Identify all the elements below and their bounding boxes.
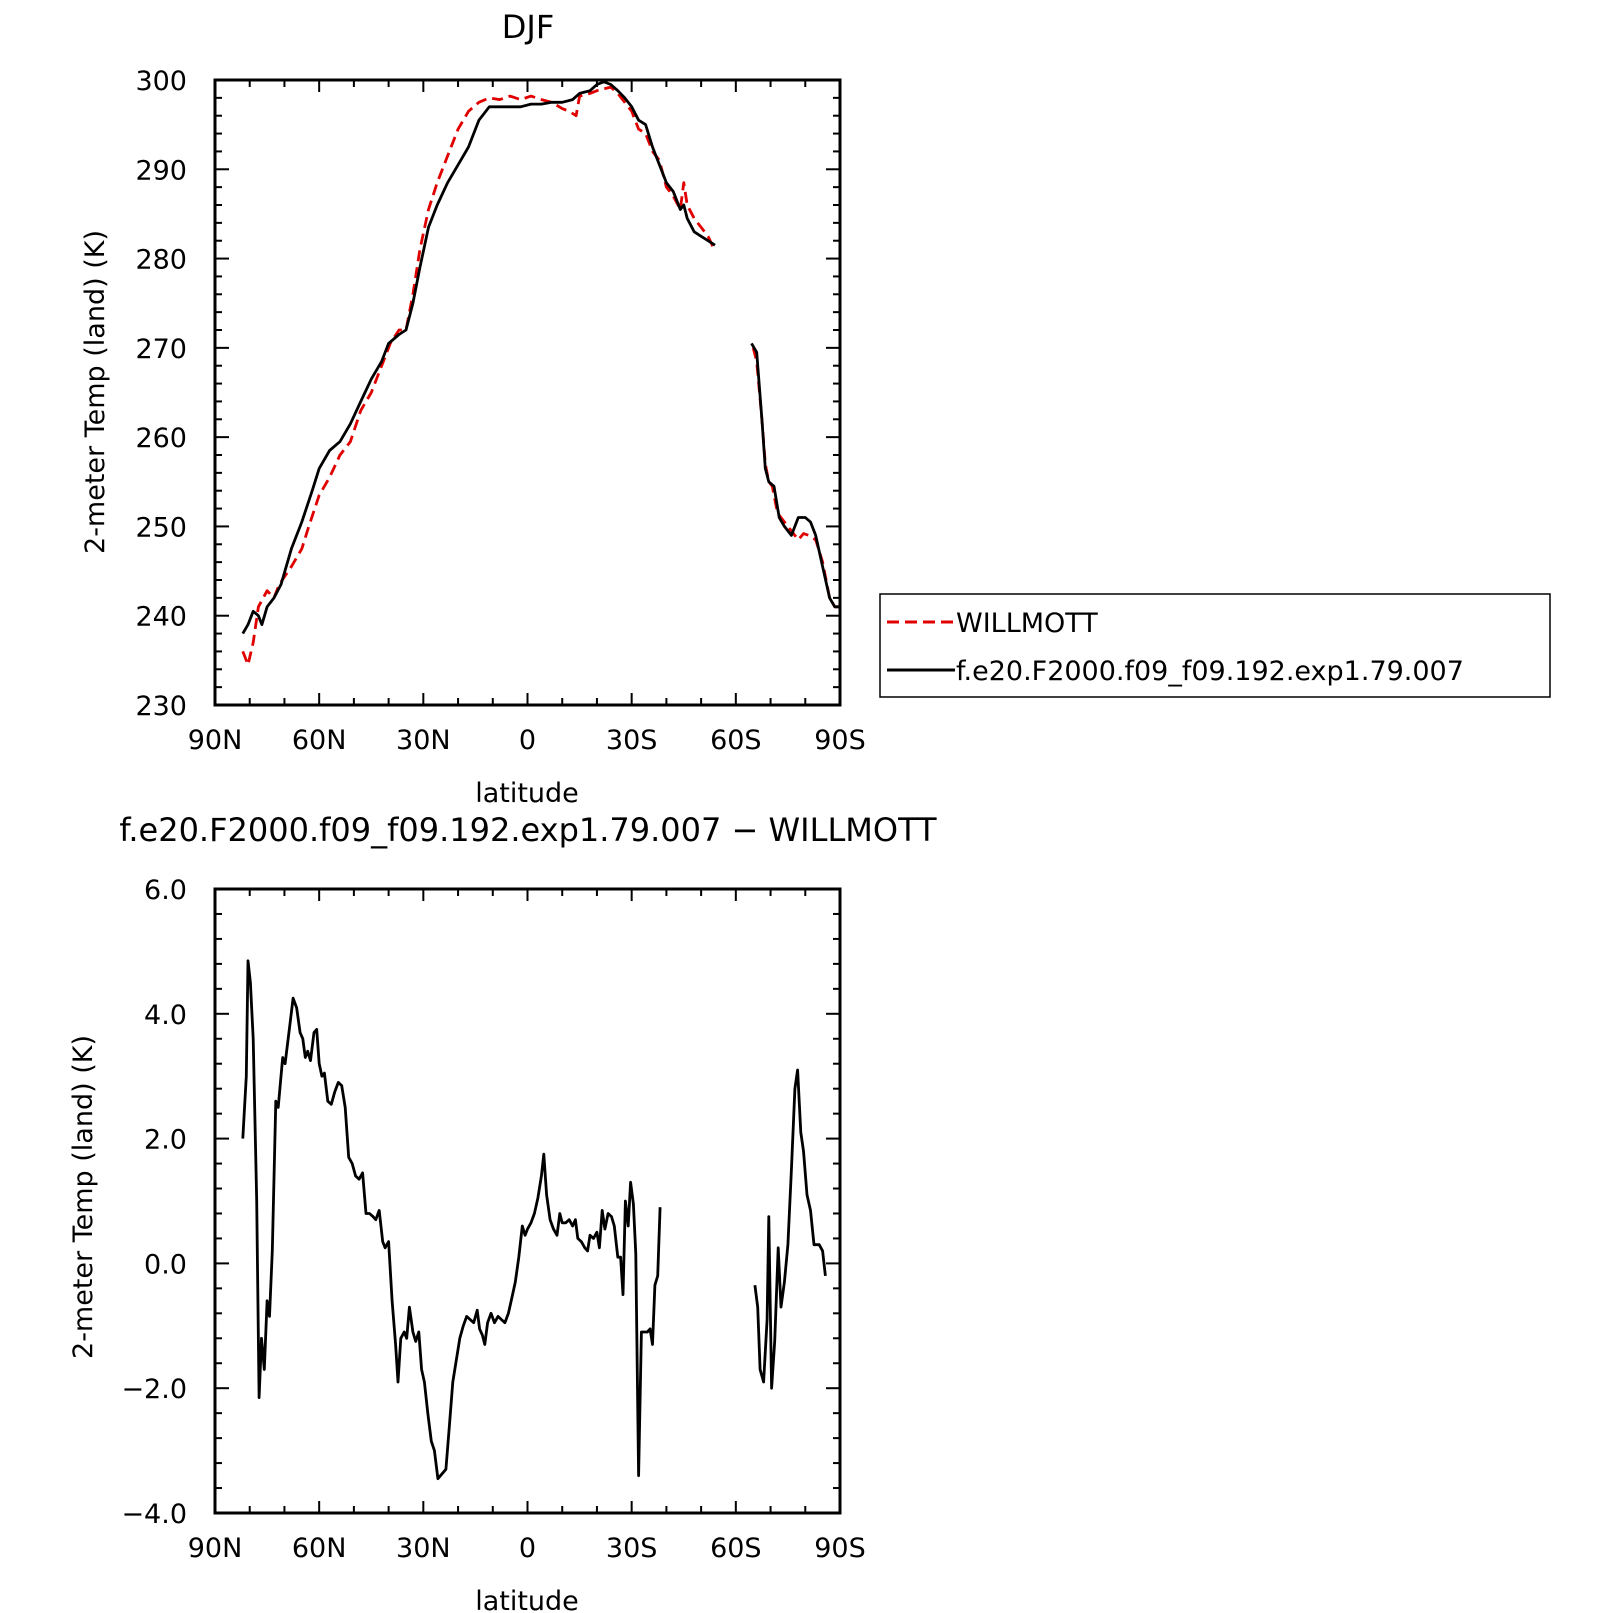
legend-label-model: f.e20.F2000.f09_f09.192.exp1.79.007: [956, 656, 1464, 687]
top-chart-xtick-label: 90S: [814, 725, 866, 756]
bottom-chart-xtick-label: 30N: [396, 1533, 451, 1564]
top-chart-xtick-label: 60N: [292, 725, 347, 756]
top-chart-ytick-label: 260: [135, 423, 187, 454]
bottom-chart-xlabel: latitude: [475, 1586, 579, 1613]
bottom-chart-xtick-label: 30S: [606, 1533, 658, 1564]
bottom-chart-ytick-label: −2.0: [121, 1374, 187, 1405]
top-chart-ytick-label: 290: [135, 155, 187, 186]
bottom-chart-ytick-label: −4.0: [121, 1499, 187, 1530]
top-chart-title: DJF: [502, 8, 554, 46]
top-chart-xtick-label: 30N: [396, 725, 451, 756]
legend-box: [879, 593, 1551, 698]
top-chart-ticks: 90N 60N 30N 0 30S 60S 90S 300 290 280 270 260 250 240…: [135, 66, 865, 756]
top-chart-lines: [241, 80, 840, 667]
bottom-chart-lines: [241, 959, 827, 1481]
bottom-chart-xtick-label: 60N: [292, 1533, 347, 1564]
bottom-chart-ylabel: 2-meter Temp (land) (K): [68, 1035, 99, 1359]
top-chart-xtick-label: 60S: [710, 725, 762, 756]
top-chart-legend: WILLMOTT f.e20.F2000.f09_f09.192.exp1.79…: [879, 593, 1551, 698]
bottom-chart-series-0-line-0: [241, 959, 662, 1481]
top-chart-xtick-label: 0: [519, 725, 536, 756]
top-chart-series-0-line-0: [241, 85, 717, 667]
bottom-chart-ytick-label: 6.0: [144, 875, 187, 906]
top-chart-frame: [213, 78, 842, 707]
top-chart-ytick-label: 240: [135, 602, 187, 633]
bottom-chart-xtick-label: 60S: [710, 1533, 762, 1564]
bottom-chart-ytick-label: 0.0: [144, 1249, 187, 1280]
bottom-chart-frame: [213, 887, 842, 1515]
legend-label-willmott: WILLMOTT: [956, 608, 1098, 639]
top-chart-ytick-label: 230: [135, 691, 187, 722]
top-chart-ylabel: 2-meter Temp (land) (K): [80, 230, 111, 554]
bottom-chart-xtick-label: 0: [519, 1533, 536, 1564]
bottom-chart-ticks: 90N 60N 30N 0 30S 60S 90S 6.0 4.0 2.0 0.0 −2.0 −4.0: [121, 875, 865, 1564]
bottom-chart-xtick-label: 90S: [814, 1533, 866, 1564]
top-chart-xlabel: latitude: [475, 778, 579, 809]
top-chart-xtick-label: 30S: [606, 725, 658, 756]
bottom-chart: f.e20.F2000.f09_f09.192.exp1.79.007 − WI…: [68, 811, 937, 1613]
top-chart-ytick-label: 250: [135, 512, 187, 543]
top-chart-ytick-label: 300: [135, 66, 187, 97]
bottom-chart-title: f.e20.F2000.f09_f09.192.exp1.79.007 − WI…: [119, 811, 937, 849]
bottom-chart-xtick-label: 90N: [188, 1533, 243, 1564]
bottom-chart-ytick-label: 2.0: [144, 1125, 187, 1156]
top-chart-xtick-label: 90N: [188, 725, 243, 756]
top-chart-ytick-label: 280: [135, 245, 187, 276]
top-chart-series-1-line-0: [241, 80, 716, 635]
top-chart-ytick-label: 270: [135, 334, 187, 365]
bottom-chart-series-0-line-1: [753, 1068, 827, 1390]
top-chart-series-1-line-1: [750, 342, 840, 609]
bottom-chart-ytick-label: 4.0: [144, 1000, 187, 1031]
top-chart: DJF 90N 60N 30N 0 30S 60S 90S 300 290 280 270 260 25…: [80, 8, 1551, 809]
